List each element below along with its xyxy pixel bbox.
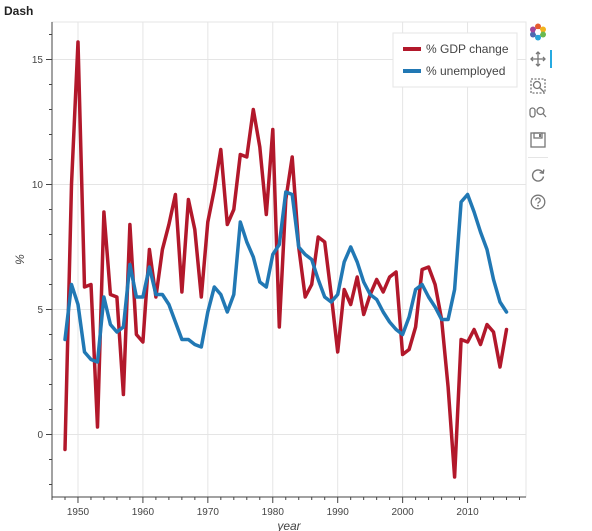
series-line--unemployed bbox=[63, 190, 509, 364]
axes: 0 5 10 15 1950 1960 1970 1980 1990 2000 2010 bbox=[32, 22, 526, 518]
plot-frame bbox=[51, 21, 527, 498]
x-tick-label: 1950 bbox=[67, 507, 90, 518]
help-icon[interactable] bbox=[528, 192, 548, 212]
y-tick-label: 5 bbox=[37, 305, 43, 316]
series-line--gdp-change bbox=[63, 40, 509, 479]
wheel-zoom-icon[interactable] bbox=[528, 103, 548, 123]
bokeh-logo-icon[interactable] bbox=[528, 22, 548, 42]
grid bbox=[52, 22, 526, 497]
legend-label: % GDP change bbox=[426, 42, 509, 56]
x-tick-label: 1980 bbox=[262, 507, 285, 518]
chart-title: Dash bbox=[4, 4, 33, 18]
toolbar bbox=[526, 22, 552, 219]
x-tick-label: 1990 bbox=[327, 507, 350, 518]
series-layer bbox=[63, 40, 509, 479]
pan-icon[interactable] bbox=[528, 49, 552, 69]
x-tick-label: 1970 bbox=[197, 507, 220, 518]
legend-box bbox=[392, 32, 518, 88]
save-icon[interactable] bbox=[528, 130, 548, 150]
legend: % GDP change % unemployed bbox=[392, 32, 518, 88]
x-tick-label: 2010 bbox=[456, 507, 479, 518]
x-axis-label: year bbox=[276, 519, 301, 531]
toolbar-separator bbox=[528, 157, 548, 158]
box-zoom-icon[interactable] bbox=[528, 76, 548, 96]
x-tick-label: 2000 bbox=[392, 507, 415, 518]
y-tick-label: 0 bbox=[37, 430, 43, 441]
y-tick-label: 15 bbox=[32, 55, 44, 66]
y-tick-label: 10 bbox=[32, 180, 44, 191]
x-tick-label: 1960 bbox=[132, 507, 155, 518]
legend-label: % unemployed bbox=[426, 64, 505, 78]
y-axis-label: % bbox=[13, 254, 27, 265]
reset-icon[interactable] bbox=[528, 165, 548, 185]
